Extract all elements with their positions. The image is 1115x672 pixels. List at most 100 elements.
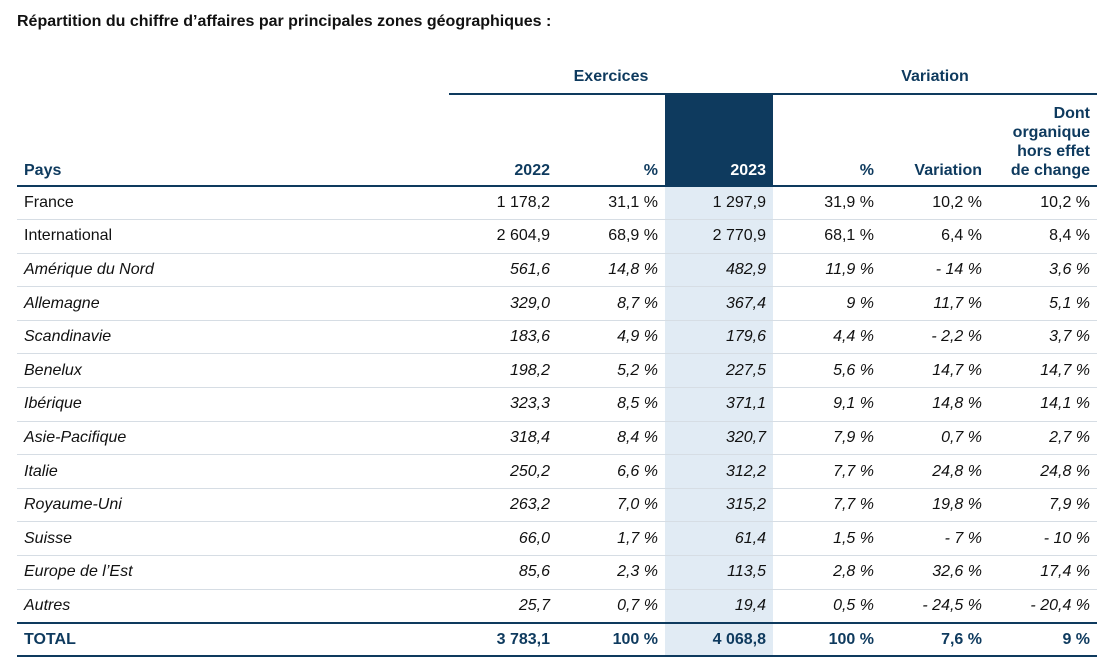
cell-2022: 25,7: [449, 589, 557, 624]
cell-organique: 5,1 %: [989, 286, 1098, 321]
table-row: Asie-Pacifique 318,4 8,4 % 320,7 7,9 % 0,7 % 2…: [17, 421, 1098, 456]
cell-2022: 66,0: [449, 521, 557, 557]
cell-pct-2022: 4,9 %: [557, 320, 665, 355]
cell-pays: Scandinavie: [17, 320, 449, 355]
cell-2022: 329,0: [449, 286, 557, 321]
cell-pct-2022: 100 %: [557, 621, 665, 658]
cell-2023: 312,2: [665, 454, 773, 489]
col-header-2023: 2023: [665, 94, 773, 187]
cell-2022: 3 783,1: [449, 621, 557, 658]
cell-2023: 367,4: [665, 286, 773, 321]
cell-pct-2022: 14,8 %: [557, 253, 665, 288]
cell-2023: 179,6: [665, 320, 773, 355]
cell-pays: Royaume-Uni: [17, 488, 449, 523]
cell-2022: 2 604,9: [449, 219, 557, 254]
cell-2022: 198,2: [449, 353, 557, 389]
cell-organique: 14,1 %: [989, 387, 1098, 422]
cell-pct-2022: 7,0 %: [557, 488, 665, 523]
cell-pays: Amérique du Nord: [17, 253, 449, 288]
col-header-2022: 2022: [449, 94, 557, 187]
cell-variation: 10,2 %: [881, 186, 989, 221]
cell-variation: 11,7 %: [881, 286, 989, 321]
table-row: Suisse 66,0 1,7 % 61,4 1,5 % - 7 % - 10 %: [17, 521, 1098, 557]
cell-pays: Suisse: [17, 521, 449, 557]
cell-2023: 1 297,9: [665, 186, 773, 221]
cell-pays: Asie-Pacifique: [17, 421, 449, 456]
cell-pct-2023: 7,9 %: [773, 421, 881, 456]
table-row: Allemagne 329,0 8,7 % 367,4 9 % 11,7 % 5,1 %: [17, 286, 1098, 321]
cell-pct-2022: 0,7 %: [557, 589, 665, 624]
cell-pct-2022: 2,3 %: [557, 555, 665, 590]
cell-organique: 3,6 %: [989, 253, 1098, 288]
table-row: Autres 25,7 0,7 % 19,4 0,5 % - 24,5 % - 20,4 %: [17, 589, 1098, 624]
cell-pct-2023: 68,1 %: [773, 219, 881, 254]
cell-variation: - 2,2 %: [881, 320, 989, 355]
cell-variation: 14,7 %: [881, 353, 989, 389]
table-row: Amérique du Nord 561,6 14,8 % 482,9 11,9 % - …: [17, 253, 1098, 288]
cell-variation: 7,6 %: [881, 621, 989, 658]
cell-pct-2023: 9 %: [773, 286, 881, 321]
cell-2023: 19,4: [665, 589, 773, 624]
cell-organique: - 10 %: [989, 521, 1098, 557]
cell-2022: 263,2: [449, 488, 557, 523]
cell-2023: 61,4: [665, 521, 773, 557]
cell-2022: 323,3: [449, 387, 557, 422]
group-variation: Variation: [773, 60, 1098, 95]
table-title: Répartition du chiffre d’affaires par pr…: [17, 13, 552, 30]
cell-variation: 19,8 %: [881, 488, 989, 523]
cell-pays: Europe de l’Est: [17, 555, 449, 590]
group-spacer: [17, 60, 449, 94]
col-header-pct-2022: %: [557, 94, 665, 187]
cell-pays: Autres: [17, 589, 449, 624]
cell-pct-2022: 8,5 %: [557, 387, 665, 422]
cell-pct-2022: 6,6 %: [557, 454, 665, 489]
cell-2023: 320,7: [665, 421, 773, 456]
cell-2022: 1 178,2: [449, 186, 557, 221]
cell-pays: France: [17, 186, 449, 221]
cell-2022: 250,2: [449, 454, 557, 489]
cell-2023: 227,5: [665, 353, 773, 389]
table-body: France 1 178,2 31,1 % 1 297,9 31,9 % 10,2 % 10…: [17, 186, 1098, 658]
cell-organique: 14,7 %: [989, 353, 1098, 389]
cell-organique: 10,2 %: [989, 186, 1098, 221]
cell-variation: 32,6 %: [881, 555, 989, 590]
cell-organique: 2,7 %: [989, 421, 1098, 456]
table-row: International 2 604,9 68,9 % 2 770,9 68,1 % 6…: [17, 219, 1098, 254]
cell-organique: 17,4 %: [989, 555, 1098, 590]
cell-variation: 24,8 %: [881, 454, 989, 489]
cell-variation: - 14 %: [881, 253, 989, 288]
cell-variation: 0,7 %: [881, 421, 989, 456]
table-row: Royaume-Uni 263,2 7,0 % 315,2 7,7 % 19,8 % 7,9…: [17, 488, 1098, 523]
group-header-row: Exercices Variation: [17, 60, 1098, 95]
cell-2023: 2 770,9: [665, 219, 773, 254]
cell-2023: 113,5: [665, 555, 773, 590]
cell-variation: - 7 %: [881, 521, 989, 557]
cell-organique: 24,8 %: [989, 454, 1098, 489]
cell-pct-2022: 68,9 %: [557, 219, 665, 254]
cell-organique: 3,7 %: [989, 320, 1098, 355]
cell-2023: 4 068,8: [665, 621, 773, 658]
cell-pct-2023: 4,4 %: [773, 320, 881, 355]
cell-pays: Allemagne: [17, 286, 449, 321]
table-row: Benelux 198,2 5,2 % 227,5 5,6 % 14,7 % 14,7 %: [17, 353, 1098, 389]
table-row: Italie 250,2 6,6 % 312,2 7,7 % 24,8 % 24,8 %: [17, 454, 1098, 489]
cell-2022: 183,6: [449, 320, 557, 355]
table-row: Scandinavie 183,6 4,9 % 179,6 4,4 % - 2,2 % 3,…: [17, 320, 1098, 355]
cell-pct-2022: 31,1 %: [557, 186, 665, 221]
cell-2022: 85,6: [449, 555, 557, 590]
group-exercices: Exercices: [449, 60, 773, 95]
cell-2022: 561,6: [449, 253, 557, 288]
col-header-variation: Variation: [881, 94, 989, 187]
cell-pct-2022: 8,4 %: [557, 421, 665, 456]
table-row: Europe de l’Est 85,6 2,3 % 113,5 2,8 % 32,6 %…: [17, 555, 1098, 590]
cell-pays: Ibérique: [17, 387, 449, 422]
cell-variation: 6,4 %: [881, 219, 989, 254]
col-header-organique: Dont organique hors effet de change: [989, 94, 1098, 187]
cell-pct-2023: 7,7 %: [773, 488, 881, 523]
cell-pct-2023: 1,5 %: [773, 521, 881, 557]
cell-pct-2023: 11,9 %: [773, 253, 881, 288]
revenue-by-region-table: Exercices Variation Pays 2022 % 2023 % V…: [17, 60, 1098, 658]
cell-2023: 315,2: [665, 488, 773, 523]
cell-variation: 14,8 %: [881, 387, 989, 422]
cell-pct-2023: 0,5 %: [773, 589, 881, 624]
